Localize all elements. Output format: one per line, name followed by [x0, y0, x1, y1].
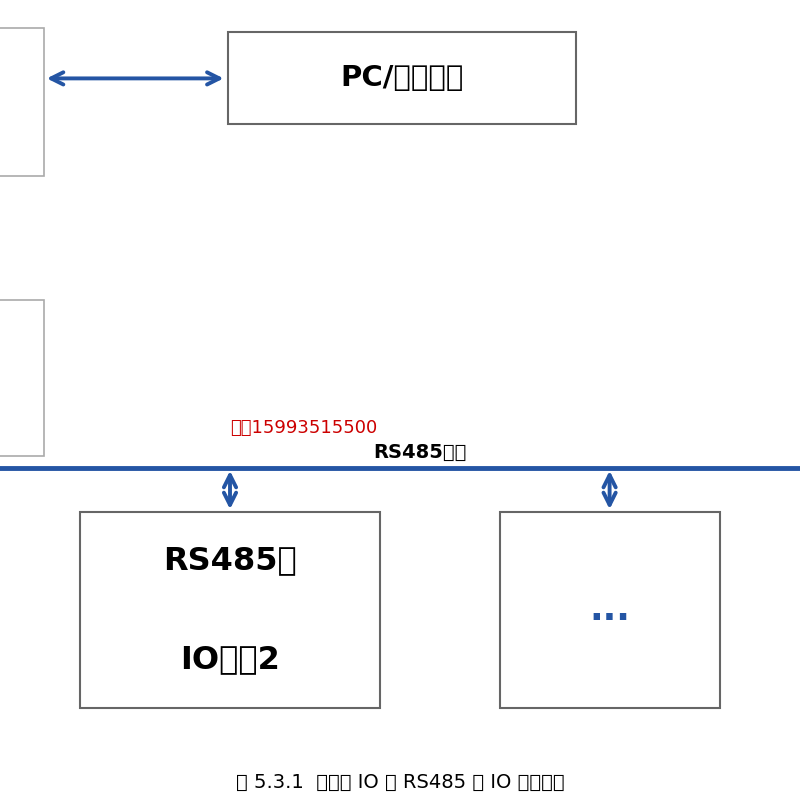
FancyBboxPatch shape [228, 32, 576, 124]
FancyBboxPatch shape [500, 512, 720, 708]
Text: ...: ... [590, 593, 630, 627]
FancyBboxPatch shape [0, 300, 44, 456]
Text: 刘巢15993515500: 刘巢15993515500 [230, 419, 378, 437]
Text: 图 5.3.1  网络型 IO 与 RS485 型 IO 模块级联: 图 5.3.1 网络型 IO 与 RS485 型 IO 模块级联 [236, 773, 564, 792]
FancyBboxPatch shape [0, 28, 44, 176]
Text: PC/网络设备: PC/网络设备 [340, 64, 464, 92]
Text: RS485总线: RS485总线 [374, 443, 466, 462]
FancyBboxPatch shape [80, 512, 380, 708]
Text: IO模块2: IO模块2 [180, 644, 280, 675]
Text: RS485型: RS485型 [163, 545, 297, 576]
